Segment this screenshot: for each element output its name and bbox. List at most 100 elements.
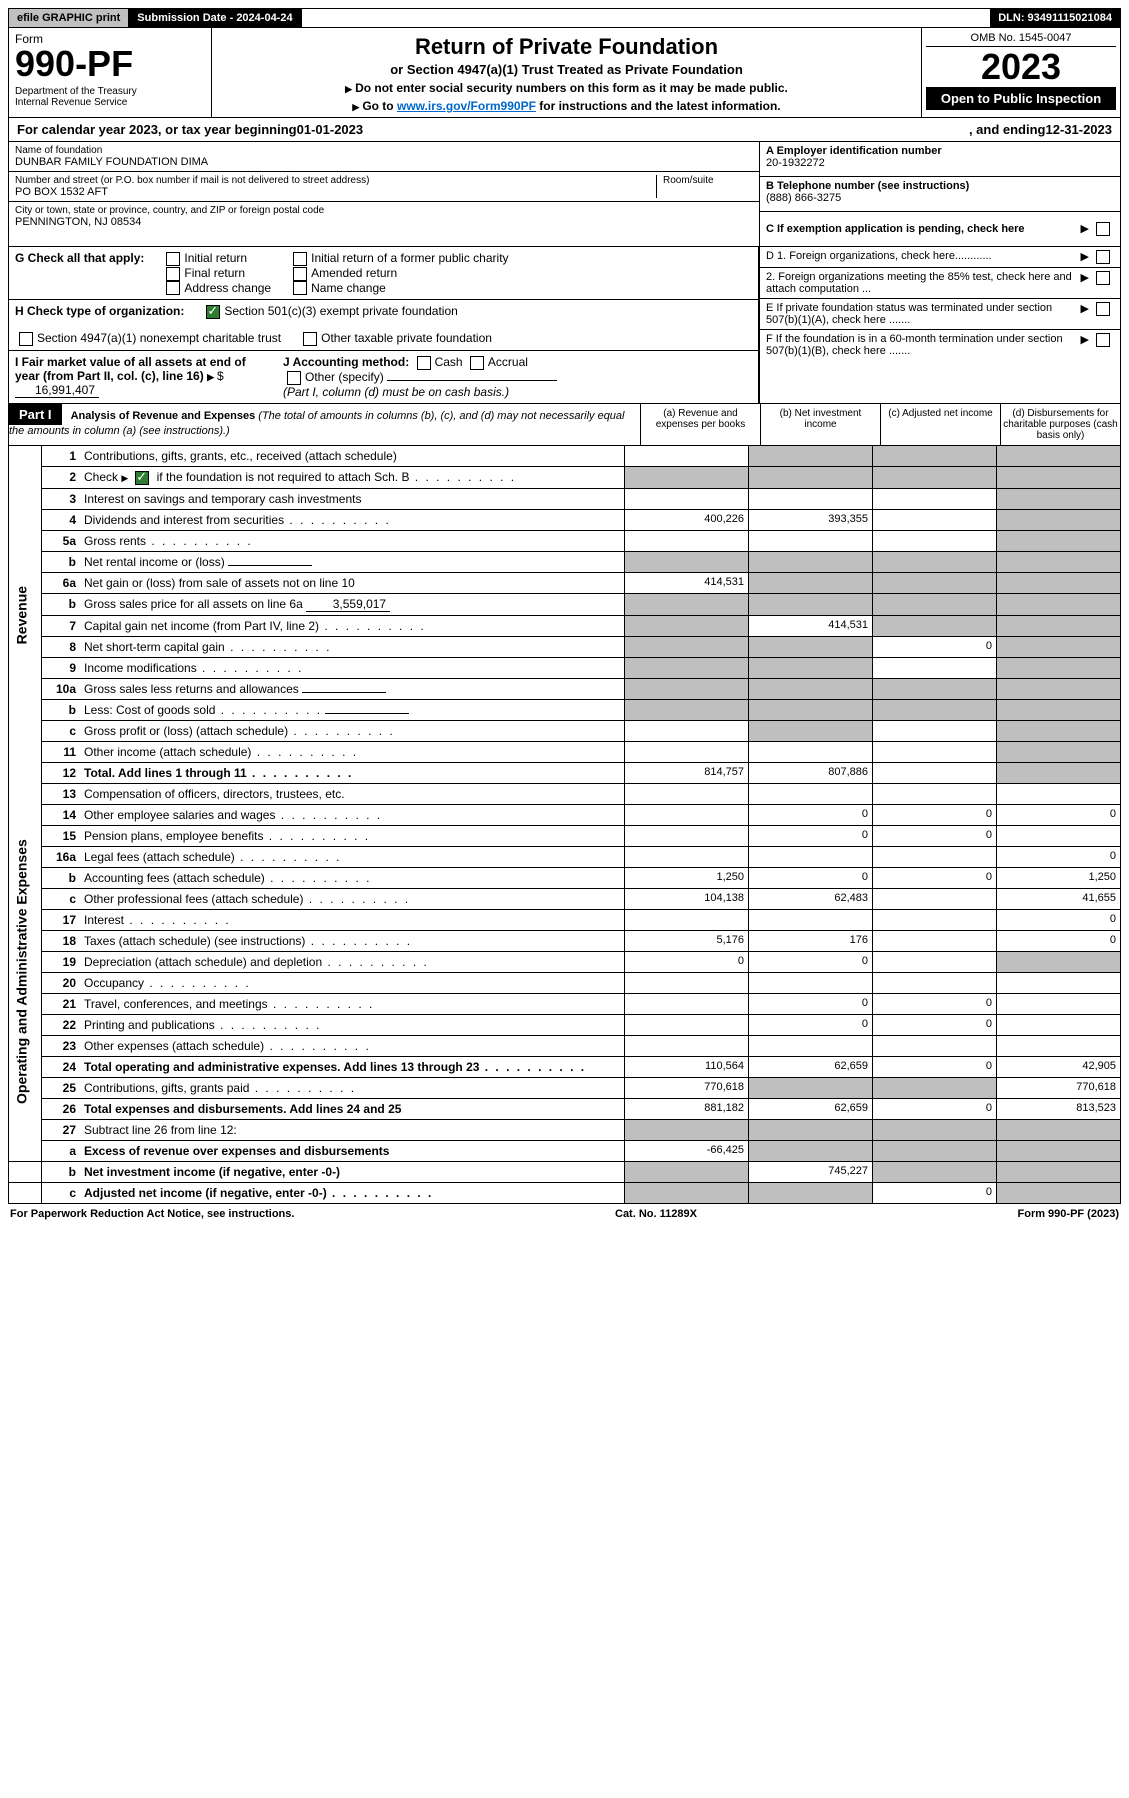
line-5b: Net rental income or (loss) <box>80 551 625 572</box>
line-10a: Gross sales less returns and allowances <box>80 678 625 699</box>
h-other-checkbox[interactable] <box>303 332 317 346</box>
line-20: Occupancy <box>80 972 625 993</box>
line-16b: Accounting fees (attach schedule) <box>80 867 625 888</box>
line-21: Travel, conferences, and meetings <box>80 993 625 1014</box>
j-cash-checkbox[interactable] <box>417 356 431 370</box>
line-1: Contributions, gifts, grants, etc., rece… <box>80 446 625 467</box>
submission-date: Submission Date - 2024-04-24 <box>129 9 301 27</box>
line-18: Taxes (attach schedule) (see instruction… <box>80 930 625 951</box>
street-address: PO BOX 1532 AFT <box>15 186 650 198</box>
g-initial-checkbox[interactable] <box>166 252 180 266</box>
open-to-public: Open to Public Inspection <box>926 87 1116 110</box>
city-cell: City or town, state or province, country… <box>9 202 759 231</box>
f-cell: F If the foundation is in a 60-month ter… <box>760 330 1120 360</box>
l2-checkbox[interactable] <box>135 471 149 485</box>
line-25: Contributions, gifts, grants paid <box>80 1077 625 1098</box>
d2-checkbox[interactable] <box>1096 271 1110 285</box>
part1-table: Revenue 1Contributions, gifts, grants, e… <box>8 446 1121 1204</box>
g-final-checkbox[interactable] <box>166 267 180 281</box>
d1-cell: D 1. Foreign organizations, check here..… <box>760 247 1120 268</box>
form-ref: Form 990-PF (2023) <box>1018 1208 1119 1220</box>
expenses-side-label: Operating and Administrative Expenses <box>9 783 42 1161</box>
h-4947-checkbox[interactable] <box>19 332 33 346</box>
cat-no: Cat. No. 11289X <box>615 1208 697 1220</box>
c-checkbox[interactable] <box>1096 222 1110 236</box>
g-initial-former-checkbox[interactable] <box>293 252 307 266</box>
line-27a: Excess of revenue over expenses and disb… <box>80 1140 625 1161</box>
line-16a: Legal fees (attach schedule) <box>80 846 625 867</box>
line-11: Other income (attach schedule) <box>80 741 625 762</box>
dept-treasury: Department of the TreasuryInternal Reven… <box>15 86 205 108</box>
g-name-change-checkbox[interactable] <box>293 281 307 295</box>
form-note1: Do not enter social security numbers on … <box>220 81 913 95</box>
i-row: I Fair market value of all assets at end… <box>8 351 759 404</box>
h-501c3-checkbox[interactable] <box>206 305 220 319</box>
line-2: Check if the foundation is not required … <box>80 466 625 488</box>
j-accrual-checkbox[interactable] <box>470 356 484 370</box>
name-cell: Name of foundation DUNBAR FAMILY FOUNDAT… <box>9 142 759 172</box>
form-title: Return of Private Foundation <box>220 34 913 60</box>
line-16c: Other professional fees (attach schedule… <box>80 888 625 909</box>
fmv-value: 16,991,407 <box>15 383 99 398</box>
e-checkbox[interactable] <box>1096 302 1110 316</box>
line-3: Interest on savings and temporary cash i… <box>80 488 625 509</box>
line-22: Printing and publications <box>80 1014 625 1035</box>
line-27b: Net investment income (if negative, ente… <box>80 1161 625 1182</box>
part1-header: Part I Analysis of Revenue and Expenses … <box>8 404 1121 446</box>
g-address-checkbox[interactable] <box>166 281 180 295</box>
line-10b: Less: Cost of goods sold <box>80 699 625 720</box>
foundation-name: DUNBAR FAMILY FOUNDATION DIMA <box>15 156 753 168</box>
ty-end: 12-31-2023 <box>1046 122 1113 137</box>
line-14: Other employee salaries and wages <box>80 804 625 825</box>
line-23: Other expenses (attach schedule) <box>80 1035 625 1056</box>
header-left: Form 990-PF Department of the TreasuryIn… <box>9 28 212 117</box>
line-8: Net short-term capital gain <box>80 636 625 657</box>
line-4: Dividends and interest from securities <box>80 509 625 530</box>
form-number: 990-PF <box>15 46 205 82</box>
line-17: Interest <box>80 909 625 930</box>
col-d-head: (d) Disbursements for charitable purpose… <box>1000 404 1120 445</box>
col-b-head: (b) Net investment income <box>760 404 880 445</box>
col-a-head: (a) Revenue and expenses per books <box>640 404 760 445</box>
line-10c: Gross profit or (loss) (attach schedule) <box>80 720 625 741</box>
line-6a: Net gain or (loss) from sale of assets n… <box>80 572 625 593</box>
j-other-checkbox[interactable] <box>287 371 301 385</box>
line-12: Total. Add lines 1 through 11 <box>80 762 625 783</box>
header-mid: Return of Private Foundation or Section … <box>212 28 921 117</box>
calendar-year-row: For calendar year 2023, or tax year begi… <box>8 118 1121 142</box>
g-row: G Check all that apply: Initial return F… <box>8 247 759 300</box>
tel-cell: B Telephone number (see instructions) (8… <box>760 177 1120 212</box>
header-right: OMB No. 1545-0047 2023 Open to Public In… <box>921 28 1120 117</box>
telephone: (888) 866-3275 <box>766 192 1114 204</box>
f-checkbox[interactable] <box>1096 333 1110 347</box>
line-9: Income modifications <box>80 657 625 678</box>
revenue-side-label: Revenue <box>9 446 42 783</box>
ty-begin: 01-01-2023 <box>297 122 364 137</box>
line-15: Pension plans, employee benefits <box>80 825 625 846</box>
ghij-def-row: G Check all that apply: Initial return F… <box>8 247 1121 404</box>
g-amended-checkbox[interactable] <box>293 267 307 281</box>
line-26: Total expenses and disbursements. Add li… <box>80 1098 625 1119</box>
omb-number: OMB No. 1545-0047 <box>926 32 1116 47</box>
h-row: H Check type of organization: Section 50… <box>8 300 759 351</box>
d2-cell: 2. Foreign organizations meeting the 85%… <box>760 268 1120 299</box>
dln: DLN: 93491115021084 <box>990 9 1120 27</box>
line-7: Capital gain net income (from Part IV, l… <box>80 615 625 636</box>
form-subtitle: or Section 4947(a)(1) Trust Treated as P… <box>220 62 913 77</box>
line-19: Depreciation (attach schedule) and deple… <box>80 951 625 972</box>
top-bar: efile GRAPHIC print Submission Date - 20… <box>8 8 1121 28</box>
line-6b: Gross sales price for all assets on line… <box>80 593 625 615</box>
footer: For Paperwork Reduction Act Notice, see … <box>8 1204 1121 1224</box>
line-13: Compensation of officers, directors, tru… <box>80 783 625 804</box>
ein-cell: A Employer identification number 20-1932… <box>760 142 1120 177</box>
line-27c: Adjusted net income (if negative, enter … <box>80 1182 625 1203</box>
c-cell: C If exemption application is pending, c… <box>760 212 1120 246</box>
form990pf-link[interactable]: www.irs.gov/Form990PF <box>397 99 536 113</box>
city-state-zip: PENNINGTON, NJ 08534 <box>15 216 753 228</box>
col-c-head: (c) Adjusted net income <box>880 404 1000 445</box>
j-note: (Part I, column (d) must be on cash basi… <box>283 385 509 399</box>
address-cell: Number and street (or P.O. box number if… <box>9 172 759 202</box>
d1-checkbox[interactable] <box>1096 250 1110 264</box>
form-header: Form 990-PF Department of the TreasuryIn… <box>8 28 1121 118</box>
line-24: Total operating and administrative expen… <box>80 1056 625 1077</box>
